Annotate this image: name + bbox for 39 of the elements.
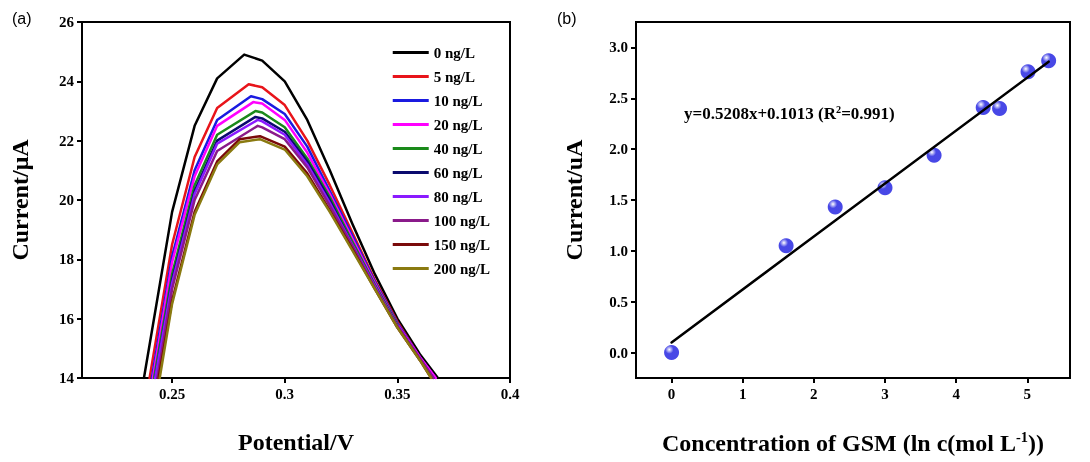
legend-label: 5 ng/L <box>433 68 475 85</box>
y-tick-label: 3.0 <box>609 39 628 56</box>
legend-label: 80 ng/L <box>433 188 483 205</box>
legend-label: 0 ng/L <box>433 44 475 61</box>
legend-label: 200 ng/L <box>433 260 490 277</box>
x-axis-title: Potential/V <box>238 429 355 455</box>
x-tick-label: 0.4 <box>500 385 520 402</box>
y-tick-label: 22 <box>59 132 74 149</box>
y-tick-label: 14 <box>59 370 75 386</box>
x-tick-label: 0.35 <box>384 385 411 402</box>
y-tick-label: 2.5 <box>609 90 628 107</box>
y-tick-label: 20 <box>59 192 74 208</box>
y-tick-label: 0.0 <box>609 344 628 361</box>
y-tick-label: 1.5 <box>609 192 628 208</box>
text: (a) <box>12 9 32 27</box>
x-tick-label: 5 <box>1023 385 1032 402</box>
x-tick-label: 0.25 <box>158 385 186 402</box>
legend-label: 100 ng/L <box>433 212 490 229</box>
y-tick-label: 16 <box>59 310 75 327</box>
y-tick-label: 0.5 <box>609 293 628 310</box>
x-tick-label: 1 <box>738 385 747 402</box>
y-tick-label: 1.0 <box>609 242 628 259</box>
y-tick-label: 18 <box>59 251 74 268</box>
y-axis-title: Current/μA <box>7 138 33 261</box>
legend-label: 10 ng/L <box>433 92 483 109</box>
legend-label: 150 ng/L <box>433 236 490 253</box>
legend-label: 40 ng/L <box>433 140 483 157</box>
x-tick-label: 4 <box>952 385 961 402</box>
x-tick-label: 3 <box>881 385 889 402</box>
legend-label: 20 ng/L <box>433 116 483 133</box>
y-axis-title: Current/uA <box>561 138 587 261</box>
x-tick-label: 0 <box>667 385 676 402</box>
x-tick-label: 2 <box>810 385 818 402</box>
y-tick-label: 24 <box>59 73 75 90</box>
y-tick-label: 26 <box>59 14 75 30</box>
text: (b) <box>557 9 577 27</box>
x-tick-label: 0.3 <box>275 385 295 402</box>
y-tick-label: 2.0 <box>609 141 628 158</box>
legend-label: 60 ng/L <box>433 164 483 181</box>
